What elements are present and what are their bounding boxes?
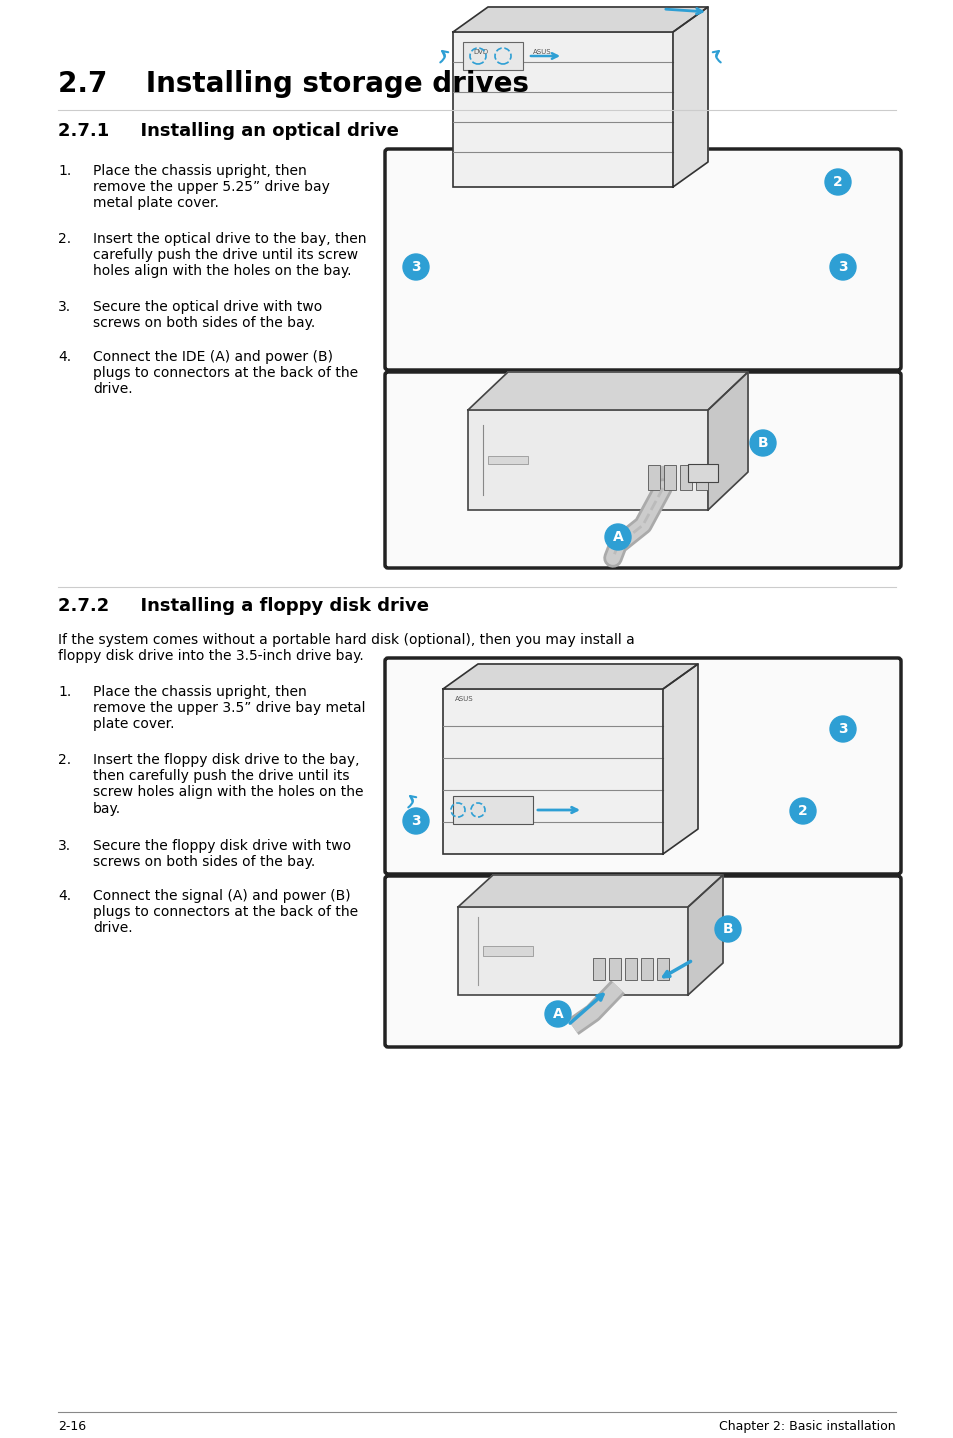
Bar: [657, 958, 668, 981]
Bar: [687, 464, 718, 482]
Bar: [663, 464, 676, 490]
Bar: [453, 797, 533, 824]
Text: Insert the floppy disk drive to the bay,
then carefully push the drive until its: Insert the floppy disk drive to the bay,…: [92, 754, 363, 815]
Text: Connect the IDE (A) and power (B)
plugs to connectors at the back of the
drive.: Connect the IDE (A) and power (B) plugs …: [92, 349, 357, 397]
Text: 2-16: 2-16: [58, 1419, 86, 1434]
FancyBboxPatch shape: [385, 372, 900, 568]
Bar: [453, 32, 672, 187]
Circle shape: [829, 255, 855, 280]
Bar: [679, 464, 691, 490]
Circle shape: [749, 430, 775, 456]
Text: 2.7    Installing storage drives: 2.7 Installing storage drives: [58, 70, 529, 98]
Text: A: A: [552, 1007, 563, 1021]
Text: 3: 3: [838, 722, 847, 736]
Text: B: B: [722, 922, 733, 936]
Polygon shape: [453, 7, 707, 32]
FancyBboxPatch shape: [385, 150, 900, 370]
Polygon shape: [662, 664, 698, 854]
FancyBboxPatch shape: [385, 659, 900, 874]
Polygon shape: [687, 874, 722, 995]
Bar: [462, 42, 522, 70]
Polygon shape: [442, 664, 698, 689]
Text: 3: 3: [838, 260, 847, 275]
Text: 2.7.1     Installing an optical drive: 2.7.1 Installing an optical drive: [58, 122, 398, 139]
Text: 3.: 3.: [58, 838, 71, 853]
Bar: [640, 958, 652, 981]
Text: DVD: DVD: [473, 49, 488, 55]
Text: Place the chassis upright, then
remove the upper 5.25” drive bay
metal plate cov: Place the chassis upright, then remove t…: [92, 164, 330, 210]
Text: 1.: 1.: [58, 684, 71, 699]
Text: B: B: [757, 436, 767, 450]
Text: If the system comes without a portable hard disk (optional), then you may instal: If the system comes without a portable h…: [58, 633, 634, 663]
Bar: [468, 410, 707, 510]
Text: 3: 3: [411, 260, 420, 275]
Circle shape: [714, 916, 740, 942]
Circle shape: [824, 170, 850, 196]
Text: Insert the optical drive to the bay, then
carefully push the drive until its scr: Insert the optical drive to the bay, the…: [92, 232, 366, 279]
Circle shape: [604, 523, 630, 549]
Polygon shape: [468, 372, 747, 410]
Bar: [593, 958, 604, 981]
Text: 2.7.2     Installing a floppy disk drive: 2.7.2 Installing a floppy disk drive: [58, 597, 429, 615]
Polygon shape: [707, 372, 747, 510]
Circle shape: [402, 808, 429, 834]
Bar: [457, 907, 687, 995]
Text: Secure the optical drive with two
screws on both sides of the bay.: Secure the optical drive with two screws…: [92, 301, 322, 331]
Bar: [696, 464, 707, 490]
Text: Place the chassis upright, then
remove the upper 3.5” drive bay metal
plate cove: Place the chassis upright, then remove t…: [92, 684, 365, 732]
Text: 2: 2: [798, 804, 807, 818]
Text: Secure the floppy disk drive with two
screws on both sides of the bay.: Secure the floppy disk drive with two sc…: [92, 838, 351, 869]
Text: 4.: 4.: [58, 349, 71, 364]
Text: 3: 3: [411, 814, 420, 828]
Text: 4.: 4.: [58, 889, 71, 903]
Text: Chapter 2: Basic installation: Chapter 2: Basic installation: [719, 1419, 895, 1434]
Circle shape: [829, 716, 855, 742]
Text: 2: 2: [832, 175, 842, 188]
Text: Connect the signal (A) and power (B)
plugs to connectors at the back of the
driv: Connect the signal (A) and power (B) plu…: [92, 889, 357, 935]
FancyBboxPatch shape: [385, 876, 900, 1047]
Text: 2.: 2.: [58, 232, 71, 246]
Text: ASUS: ASUS: [455, 696, 473, 702]
Bar: [624, 958, 637, 981]
Circle shape: [544, 1001, 571, 1027]
Circle shape: [789, 798, 815, 824]
Bar: [647, 464, 659, 490]
Polygon shape: [457, 874, 722, 907]
Bar: [482, 946, 533, 956]
Text: 2.: 2.: [58, 754, 71, 766]
Bar: [608, 958, 620, 981]
Text: 3.: 3.: [58, 301, 71, 313]
Bar: [442, 689, 662, 854]
Text: 1.: 1.: [58, 164, 71, 178]
Text: ASUS: ASUS: [533, 49, 551, 55]
Bar: [488, 456, 527, 464]
Circle shape: [402, 255, 429, 280]
Text: A: A: [612, 531, 622, 544]
Polygon shape: [672, 7, 707, 187]
